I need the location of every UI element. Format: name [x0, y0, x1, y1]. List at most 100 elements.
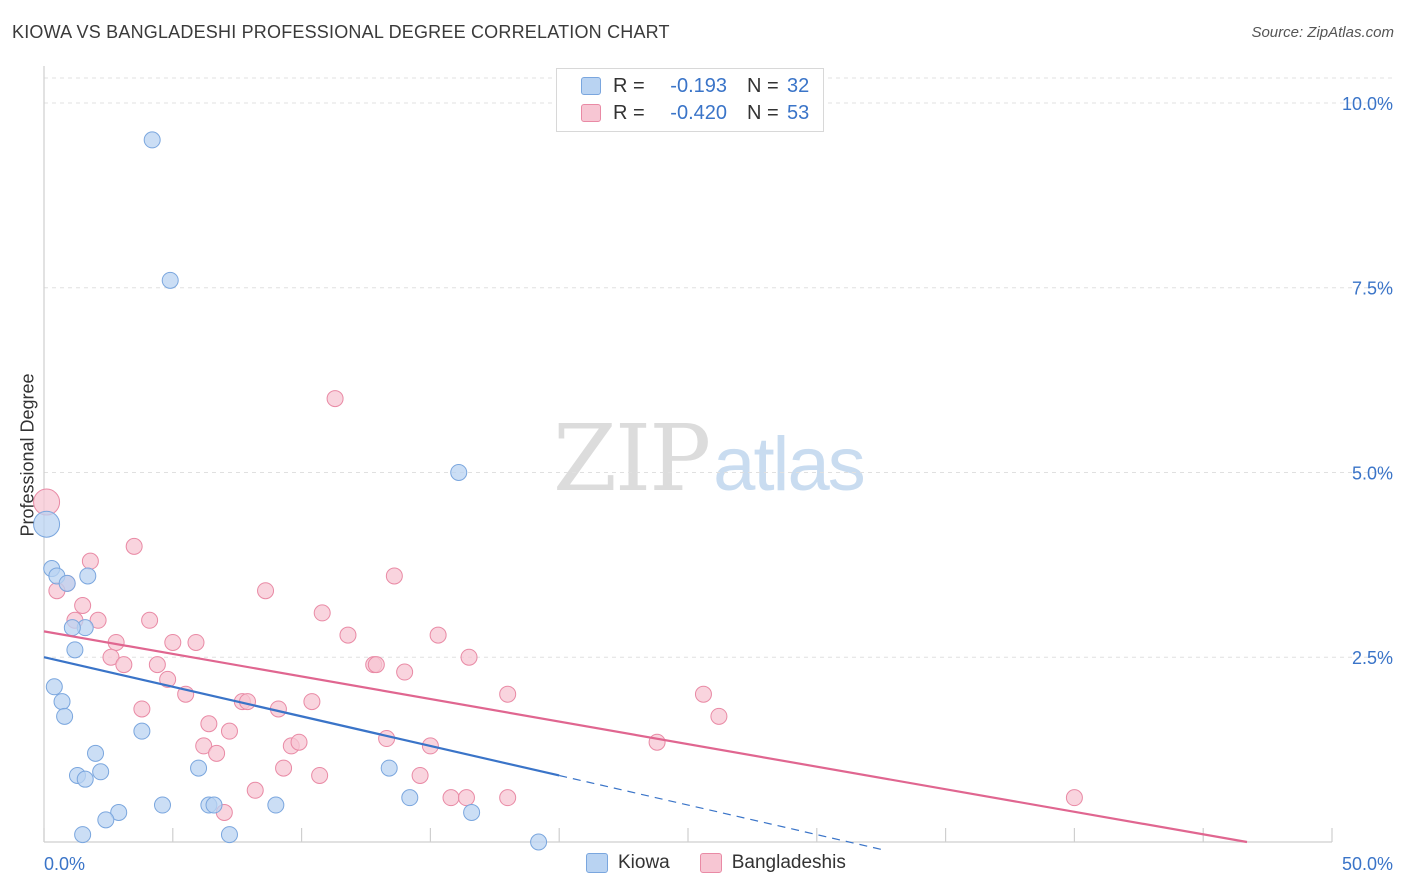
- bangladeshis-point: [442, 789, 460, 807]
- bangladeshis-point: [460, 648, 478, 666]
- bangladeshis-point: [326, 390, 344, 408]
- bangladeshis-point: [195, 737, 213, 755]
- kiowa-point: [153, 796, 171, 814]
- bangladeshis-point: [694, 685, 712, 703]
- kiowa-point: [450, 463, 468, 481]
- bangladeshis-point: [457, 789, 475, 807]
- kiowa-point: [79, 567, 97, 585]
- kiowa-swatch: [586, 853, 608, 873]
- legend-n-value: 32: [787, 74, 810, 97]
- kiowa-point: [220, 826, 238, 844]
- legend-label-kiowa: Kiowa: [618, 852, 670, 873]
- kiowa-point: [45, 678, 63, 696]
- bangladeshis-point: [1065, 789, 1083, 807]
- bangladeshis-point: [385, 567, 403, 585]
- bangladeshis-point: [275, 759, 293, 777]
- bangladeshis-point: [133, 700, 151, 718]
- legend-n-label: N =: [747, 101, 779, 124]
- bangladeshis-point: [246, 781, 264, 799]
- kiowa-point: [92, 763, 110, 781]
- kiowa-point: [205, 796, 223, 814]
- kiowa-point: [76, 770, 94, 788]
- bangladeshis-point: [208, 744, 226, 762]
- bangladeshis-point: [187, 633, 205, 651]
- legend-n-value: 53: [787, 101, 810, 124]
- bangladeshis-swatch: [581, 104, 601, 122]
- bangladeshis-point: [141, 611, 159, 629]
- kiowa-point: [133, 722, 151, 740]
- kiowa-swatch: [581, 77, 601, 95]
- kiowa-point: [530, 833, 548, 851]
- bangladeshis-point: [429, 626, 447, 644]
- legend-row-kiowa: R = -0.193 N = 32: [581, 73, 809, 99]
- bangladeshis-point: [220, 722, 238, 740]
- bangladeshis-point: [710, 707, 728, 725]
- bangladeshis-point: [159, 670, 177, 688]
- y-tick-label: 5.0%: [1352, 463, 1393, 483]
- bangladeshis-point: [89, 611, 107, 629]
- bangladeshis-trend-line: [43, 630, 1248, 844]
- legend-n-label: N =: [747, 74, 779, 97]
- y-axis-label: Professional Degree: [17, 373, 38, 537]
- kiowa-point: [53, 693, 71, 711]
- bangladeshis-point: [125, 537, 143, 555]
- bangladeshis-point: [303, 693, 321, 711]
- bangladeshis-point: [74, 597, 92, 615]
- legend-r-label: R =: [613, 101, 645, 124]
- bangladeshis-point: [148, 656, 166, 674]
- kiowa-point: [401, 789, 419, 807]
- bangladeshis-point: [367, 656, 385, 674]
- bangladeshis-point: [411, 766, 429, 784]
- bangladeshis-point: [313, 604, 331, 622]
- kiowa-point: [110, 803, 128, 821]
- bangladeshis-point: [257, 582, 275, 600]
- kiowa-point: [161, 271, 179, 289]
- kiowa-point: [63, 619, 81, 637]
- y-tick-label: 7.5%: [1352, 279, 1393, 299]
- watermark-zip: ZIP: [553, 405, 711, 512]
- kiowa-point: [267, 796, 285, 814]
- bangladeshis-point: [396, 663, 414, 681]
- watermark-atlas: atlas: [713, 422, 866, 507]
- kiowa-point: [463, 803, 481, 821]
- kiowa-point: [87, 744, 105, 762]
- bangladeshis-swatch: [699, 853, 722, 873]
- bangladeshis-point: [164, 633, 182, 651]
- kiowa-point: [56, 707, 74, 725]
- kiowa-point: [74, 826, 92, 844]
- bangladeshis-point: [290, 733, 308, 751]
- legend-item-kiowa[interactable]: Kiowa: [586, 852, 670, 874]
- bangladeshis-point: [200, 715, 218, 733]
- kiowa-point: [143, 131, 161, 149]
- correlation-legend: R = -0.193 N = 32 R = -0.420 N = 53: [556, 68, 824, 132]
- kiowa-point: [66, 641, 84, 659]
- legend-label-bangladeshis: Bangladeshis: [731, 852, 846, 873]
- source-label: Source: ZipAtlas.com: [1251, 24, 1394, 41]
- series-legend: Kiowa Bangladeshis: [586, 852, 876, 874]
- kiowa-point: [58, 574, 76, 592]
- x-tick-label: 0.0%: [44, 854, 85, 874]
- bangladeshis-point: [115, 656, 133, 674]
- kiowa-trend-line: [43, 656, 560, 777]
- bangladeshis-point: [499, 685, 517, 703]
- kiowa-point: [33, 510, 61, 538]
- chart-title: KIOWA VS BANGLADESHI PROFESSIONAL DEGREE…: [12, 22, 670, 42]
- legend-r-label: R =: [613, 74, 645, 97]
- bangladeshis-point: [378, 730, 396, 748]
- y-tick-label: 10.0%: [1342, 94, 1393, 114]
- kiowa-trend-extension: [559, 774, 882, 850]
- bangladeshis-point: [102, 648, 120, 666]
- kiowa-point: [97, 811, 115, 829]
- bangladeshis-point: [311, 766, 329, 784]
- legend-r-value: -0.420: [670, 101, 727, 124]
- x-tick-label: 50.0%: [1342, 854, 1393, 874]
- bangladeshis-point: [499, 789, 517, 807]
- legend-item-bangladeshis[interactable]: Bangladeshis: [699, 852, 846, 874]
- watermark: ZIPatlas: [553, 405, 866, 512]
- bangladeshis-point: [339, 626, 357, 644]
- legend-r-value: -0.193: [670, 74, 727, 97]
- kiowa-point: [190, 759, 208, 777]
- bangladeshis-point: [81, 552, 99, 570]
- legend-row-bangladeshis: R = -0.420 N = 53: [581, 100, 809, 126]
